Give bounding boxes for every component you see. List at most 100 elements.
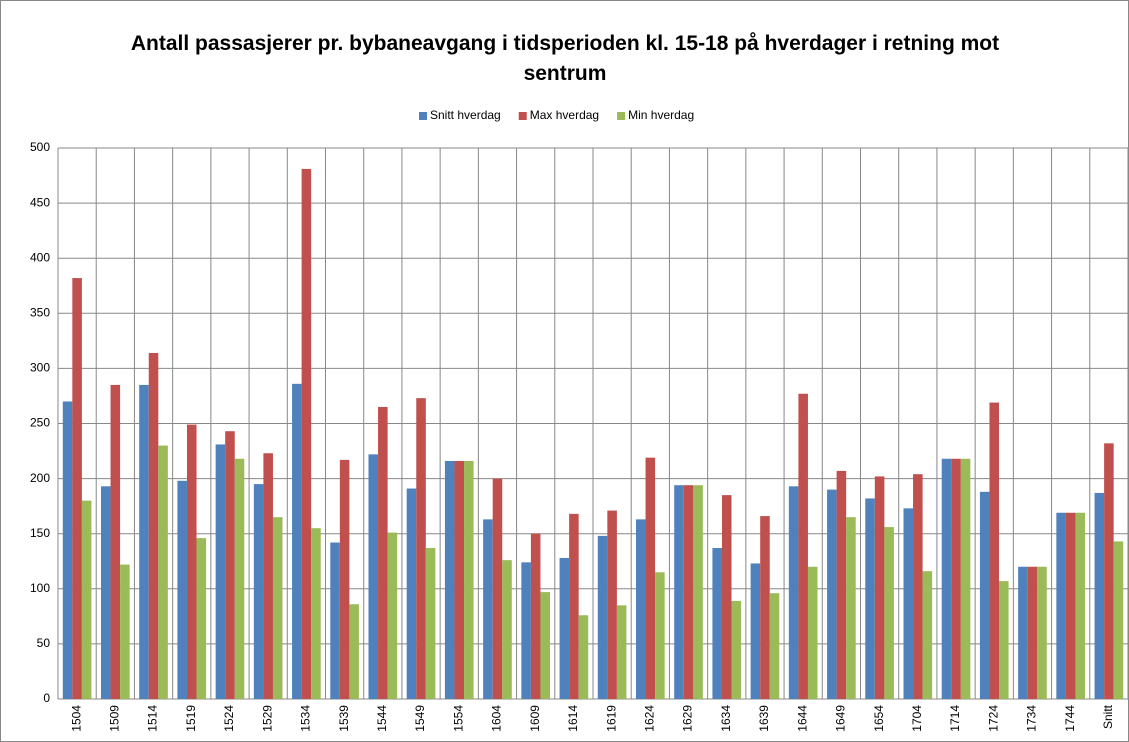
bar [100,486,111,699]
bar [1094,492,1105,699]
x-tick-label: 1539 [337,705,351,732]
bar [578,615,589,699]
x-tick-label: 1634 [719,705,733,732]
x-tick-label: 1509 [107,705,121,732]
x-tick-label: 1624 [642,705,656,732]
bar [186,424,197,699]
bar [655,572,665,699]
bar [263,453,273,699]
x-tick-label: 1734 [1025,705,1039,732]
bar [225,431,235,699]
x-tick-label: 1549 [413,705,427,732]
x-tick-label: 1504 [69,705,83,732]
x-tick-label: 1639 [757,705,771,732]
bar [674,485,684,699]
bar [1065,512,1076,699]
bar [683,485,694,699]
bar [253,484,264,699]
bar [292,383,302,699]
bar [530,533,541,699]
x-tick-label: 1544 [375,705,389,732]
bar [1056,512,1066,699]
bar [827,489,837,699]
bar [416,398,426,699]
bar [492,478,503,699]
x-tick-label: 1649 [834,705,848,732]
bar [540,592,551,699]
bar [836,470,847,699]
bar [158,445,168,699]
bar [750,563,761,699]
bar [960,458,971,699]
bar [1027,566,1038,699]
bar [502,560,512,699]
bar [807,566,818,699]
bar [788,486,799,699]
bar [234,458,245,699]
y-tick-label: 400 [30,250,50,264]
bar [406,488,417,699]
bar [798,393,808,699]
bar [635,519,646,699]
bar [865,498,875,699]
bar [339,459,350,699]
bar [989,402,1000,699]
bar [569,513,579,699]
legend-swatch [617,112,626,120]
bar [941,458,952,699]
bar [913,474,923,699]
legend-label: Snitt hverdag [430,108,501,122]
bar [311,528,321,699]
y-tick-label: 500 [30,140,50,154]
legend-label: Min hverdag [628,108,694,122]
legend-swatch [419,112,427,120]
bar [330,542,340,699]
y-tick-label: 350 [30,305,50,319]
x-tick-label: 1654 [872,705,886,732]
bar [444,460,455,699]
x-tick-label: 1609 [528,705,542,732]
bar [1113,541,1124,699]
bar [120,564,130,699]
y-tick-label: 150 [30,526,50,540]
bar [721,495,732,699]
bar [769,593,780,699]
x-tick-label: 1724 [986,705,1000,732]
bar [425,548,436,699]
y-tick-label: 200 [30,471,50,485]
legend-swatch [518,112,527,120]
x-tick-label: 1514 [146,705,160,732]
bar [483,519,493,699]
bar [731,600,742,699]
x-tick-label: Snitt [1101,704,1115,729]
bar [874,476,885,699]
bar [903,508,914,699]
bar [607,510,617,699]
x-tick-label: 1744 [1063,705,1077,732]
bar [712,548,722,699]
bar [616,605,627,699]
bar [645,457,656,699]
bar [464,460,474,699]
bar [979,491,990,699]
bar [110,384,121,699]
bar [148,352,159,699]
bar [301,168,312,700]
x-tick-label: 1704 [910,705,924,732]
bar [1037,566,1047,699]
bar [196,538,207,699]
bar [349,604,359,699]
bar [215,444,226,699]
y-tick-label: 50 [37,636,51,650]
bar [559,557,570,699]
legend-label: Max hverdag [530,108,599,122]
bar [1018,566,1028,699]
bar [693,485,703,699]
x-tick-label: 1604 [490,705,504,732]
x-tick-label: 1644 [795,705,809,732]
y-tick-label: 250 [30,416,50,430]
bar [177,480,187,699]
bar [951,458,961,699]
